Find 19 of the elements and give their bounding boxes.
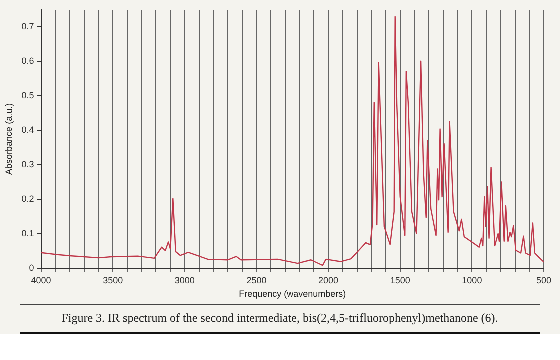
x-tick-label: 3000 bbox=[174, 275, 195, 286]
y-axis-title: Absorbance (a.u.) bbox=[4, 103, 14, 175]
y-tick-label: 0.5 bbox=[22, 90, 34, 101]
x-tick-label: 500 bbox=[536, 275, 552, 286]
y-tick-label: 0.2 bbox=[22, 194, 34, 204]
x-tick-label: 1000 bbox=[462, 275, 482, 286]
x-tick-label: 2500 bbox=[246, 275, 267, 286]
y-tick-label: 0.1 bbox=[22, 228, 34, 238]
y-tick-label: 0.4 bbox=[22, 125, 34, 136]
x-tick-label: 2000 bbox=[318, 275, 339, 286]
x-tick-label: 1500 bbox=[390, 275, 410, 286]
y-tick-label: 0.3 bbox=[22, 160, 34, 170]
y-tick-label: 0.6 bbox=[22, 56, 34, 66]
caption: Figure 3. IR spectrum of the second intermediate, bis(2,4,5-trifluorophenyl)methanone (6). bbox=[62, 311, 498, 325]
x-tick-label: 3500 bbox=[103, 275, 124, 286]
x-axis-title: Frequency (wavenumbers) bbox=[239, 289, 346, 300]
x-tick-label: 4000 bbox=[31, 275, 52, 286]
y-tick-label: 0 bbox=[29, 262, 34, 273]
y-tick-label: 0.7 bbox=[22, 22, 34, 32]
